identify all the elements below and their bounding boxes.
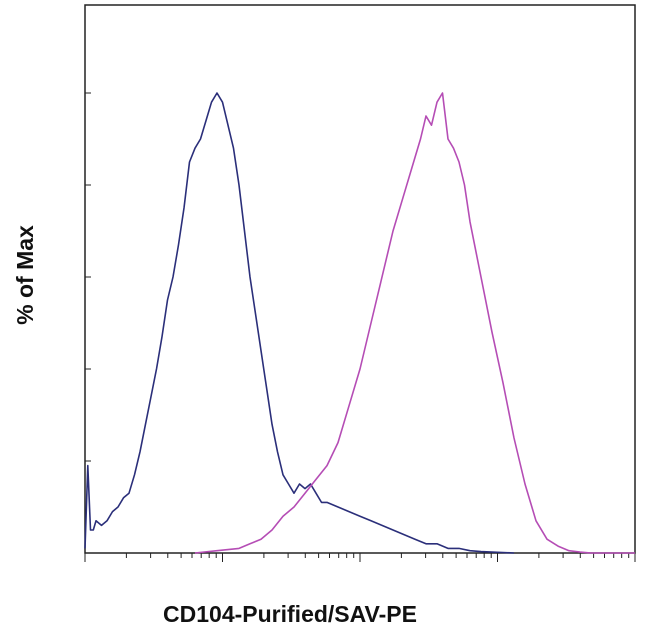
series-layer <box>84 92 635 554</box>
plot-frame <box>84 4 636 554</box>
x-axis-label: CD104-Purified/SAV-PE <box>163 601 417 627</box>
histogram-series-2 <box>194 92 635 554</box>
y-axis-ticks <box>85 92 91 554</box>
y-axis-label: % of Max <box>12 225 38 325</box>
histogram-series-1 <box>84 92 515 554</box>
x-axis-ticks <box>84 553 636 562</box>
